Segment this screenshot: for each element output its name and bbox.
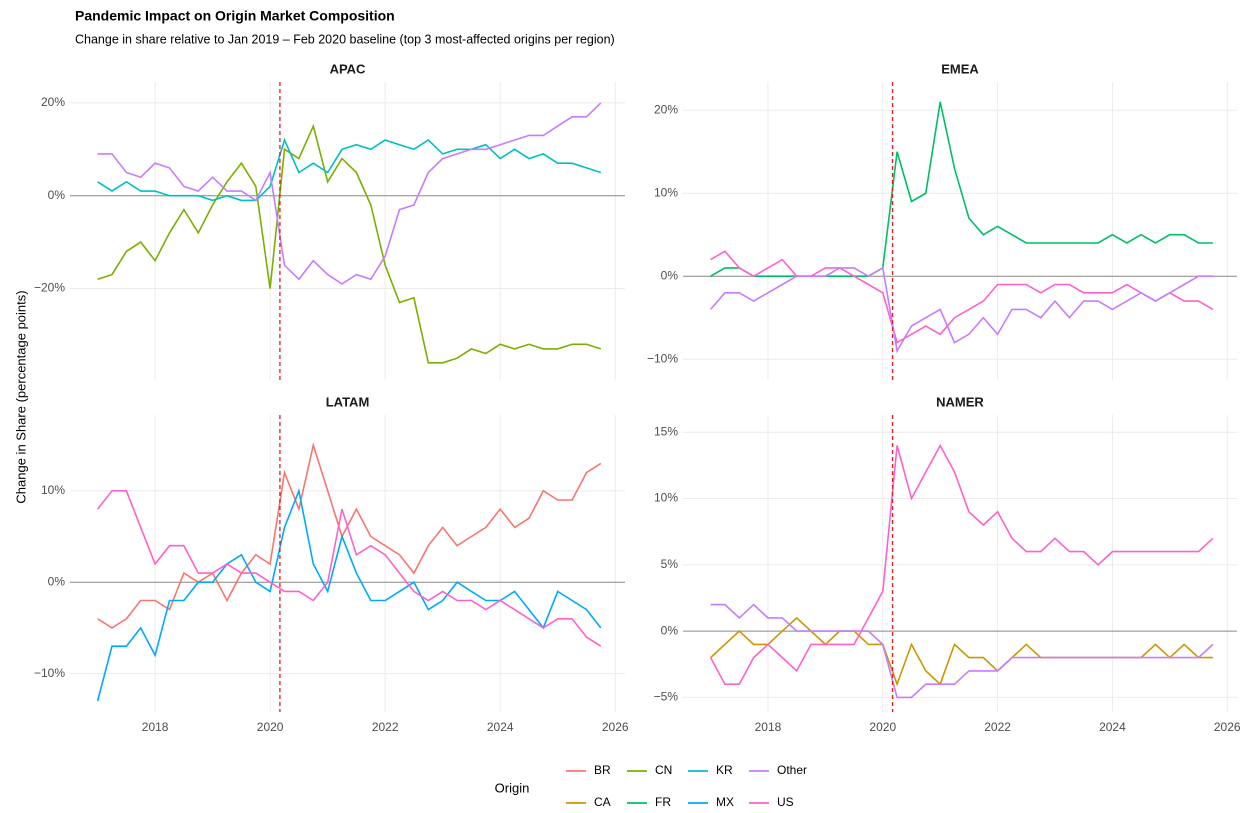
x-tick-label: 2026 [602, 720, 629, 734]
y-tick-label: 0% [661, 268, 679, 282]
x-tick-label: 2018 [755, 720, 782, 734]
series-line [97, 123, 602, 364]
y-tick-label: −10% [647, 351, 678, 365]
facet-title: EMEA [941, 61, 979, 76]
facet-title: APAC [330, 61, 366, 76]
series-line [709, 266, 1213, 354]
y-tick-label: 10% [41, 483, 65, 497]
x-tick-label: 2022 [372, 720, 399, 734]
x-tick-label: 2024 [487, 720, 514, 734]
legend-label: BR [594, 763, 611, 777]
y-tick-label: −10% [34, 666, 65, 680]
legend-label: CN [655, 763, 672, 777]
legend-label: Other [777, 763, 807, 777]
x-tick-label: 2026 [1214, 720, 1241, 734]
y-axis-label: Change in Share (percentage points) [13, 290, 28, 503]
y-tick-label: 10% [654, 185, 678, 199]
series-line [96, 487, 602, 702]
series-line [97, 137, 602, 202]
series-line [710, 616, 1213, 687]
legend-label: KR [716, 763, 733, 777]
x-tick-label: 2020 [257, 720, 284, 734]
chart-subtitle: Change in share relative to Jan 2019 – F… [75, 32, 615, 46]
legend-label: MX [716, 795, 734, 809]
legend-title: Origin [495, 780, 530, 795]
x-tick-label: 2020 [869, 720, 896, 734]
legend-label: US [777, 795, 794, 809]
series-line [709, 443, 1214, 685]
y-tick-label: 5% [661, 557, 679, 571]
facet-title: NAMER [936, 394, 984, 409]
y-tick-label: −5% [654, 690, 679, 704]
series-line [97, 102, 602, 285]
chart-title: Pandemic Impact on Origin Market Composi… [75, 8, 395, 24]
x-tick-label: 2022 [984, 720, 1011, 734]
series-line [710, 603, 1214, 699]
series-line [710, 250, 1214, 344]
x-tick-label: 2024 [1099, 720, 1126, 734]
y-tick-label: 0% [661, 623, 679, 637]
x-tick-label: 2018 [142, 720, 169, 734]
series-line [710, 101, 1213, 277]
y-tick-label: 15% [654, 424, 678, 438]
y-tick-label: 0% [48, 188, 66, 202]
y-tick-label: 20% [41, 95, 65, 109]
facet-title: LATAM [326, 394, 370, 409]
y-tick-label: −20% [34, 281, 65, 295]
y-tick-label: 20% [654, 102, 678, 116]
y-tick-label: 0% [48, 574, 66, 588]
y-tick-label: 10% [654, 491, 678, 505]
legend-label: CA [594, 795, 611, 809]
series-line [97, 442, 602, 629]
series-line [96, 490, 602, 647]
legend-label: FR [655, 795, 671, 809]
